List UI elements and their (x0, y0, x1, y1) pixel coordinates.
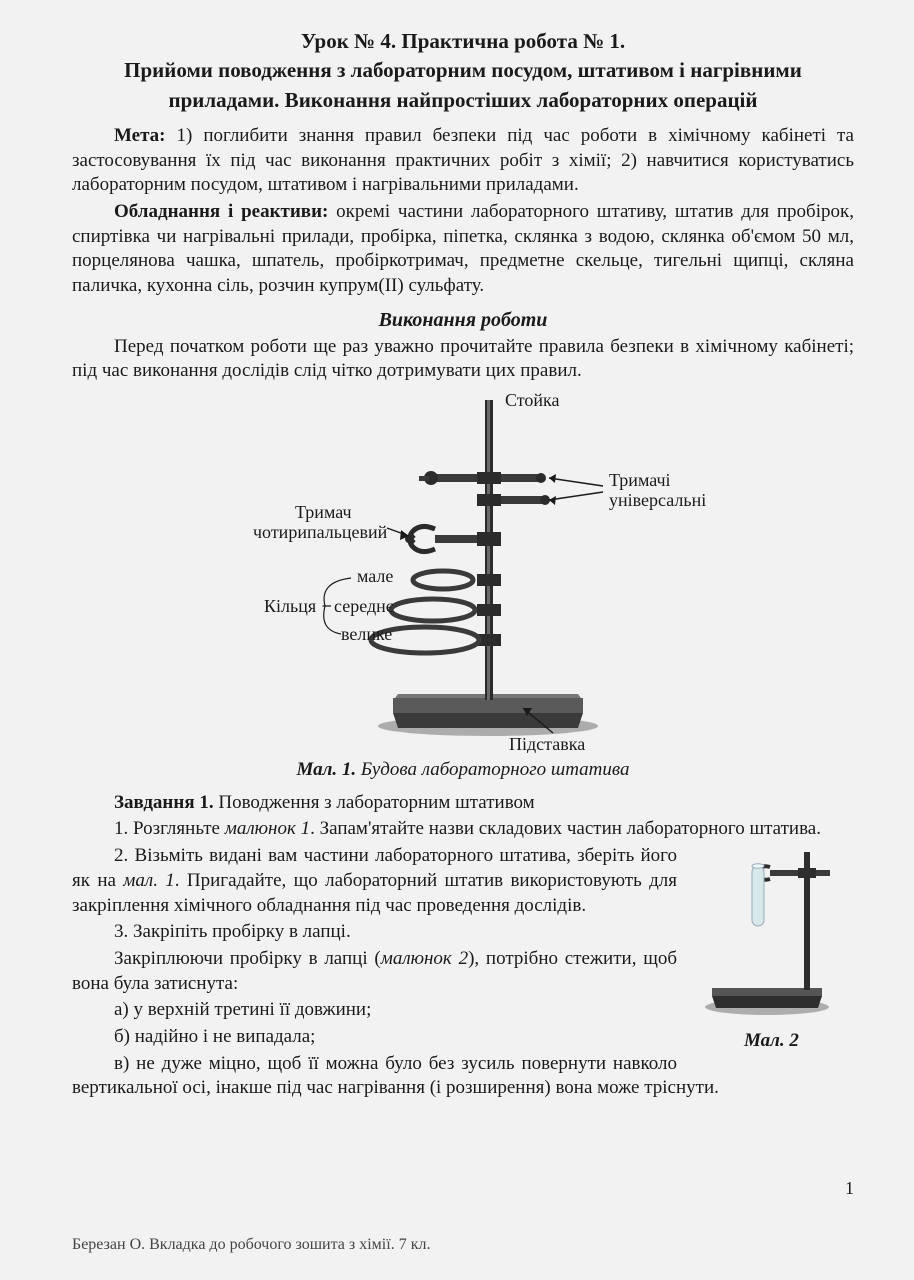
task-1-p1-i: малюнок 1 (225, 818, 310, 839)
figure-1-caption-bold: Мал. 1. (297, 759, 357, 780)
task-1-p1: 1. Розгляньте малюнок 1. Запам'ятайте на… (72, 817, 854, 842)
task-1-heading: Завдання 1. Поводження з лабораторним шт… (72, 791, 854, 816)
figure-1-caption-text: Будова лабораторного штатива (356, 759, 629, 780)
meta-text: 1) поглибити знання правил безпеки під ч… (72, 125, 854, 195)
lesson-title-line-2: приладами. Виконання найпростіших лабора… (72, 87, 854, 114)
intro-paragraph: Перед початком роботи ще раз уважно проч… (72, 335, 854, 384)
equipment-label: Обладнання і реактиви: (114, 201, 328, 222)
figure-2-diagram (692, 844, 852, 1019)
lesson-title-line-1: Прийоми поводження з лабораторним посудо… (72, 57, 854, 84)
lesson-number-title: Урок № 4. Практична робота № 1. (72, 28, 854, 55)
meta-label: Мета: (114, 125, 166, 146)
footer-citation: Березан О. Вкладка до робочого зошита з … (72, 1235, 430, 1256)
figure-1-caption: Мал. 1. Будова лабораторного штатива (72, 758, 854, 783)
task-1-block: Завдання 1. Поводження з лабораторним шт… (72, 791, 854, 1103)
task-1-p1-b: . Запам'ятайте назви складових частин ла… (310, 818, 821, 839)
label-seredne: середнє (334, 596, 394, 616)
figure-2-caption-bold: Мал. 2 (744, 1030, 799, 1051)
label-velyke: велике (341, 624, 392, 644)
task-1-pc: в) не дуже міцно, щоб її можна було без … (72, 1052, 854, 1101)
figure-1-diagram: Стойка Тримачі універсальні (183, 388, 743, 753)
page-number: 1 (845, 1177, 854, 1200)
task-1-p4-i: малюнок 2 (381, 948, 468, 969)
task-1-heading-bold: Завдання 1. (114, 792, 214, 813)
meta-paragraph: Мета: 1) поглибити знання правил безпеки… (72, 124, 854, 198)
equipment-paragraph: Обладнання і реактиви: окремі частини ла… (72, 200, 854, 299)
universal-clamp-1 (419, 471, 546, 485)
label-stoyka: Стойка (505, 390, 560, 410)
label-trymachi-2: універсальні (609, 490, 706, 510)
label-trymach-1: Тримач (295, 502, 352, 522)
label-trymachi-1: Тримачі (609, 470, 671, 490)
ring-medium (391, 599, 501, 621)
figure-2-container: Мал. 2 (689, 844, 854, 1053)
label-kiltsya: Кільця (264, 596, 316, 616)
universal-clamp-2 (477, 494, 550, 506)
task-1-heading-text: Поводження з лабораторним штативом (214, 792, 535, 813)
task-1-p4-a: Закріплюючи пробірку в лапці ( (114, 948, 381, 969)
task-1-p1-a: 1. Розгляньте (114, 818, 225, 839)
figure-1-container: Стойка Тримачі універсальні (72, 388, 854, 758)
label-male: мале (357, 566, 393, 586)
label-trymach-2: чотирипальцевий (253, 522, 388, 542)
label-pidstavka: Підставка (509, 734, 585, 753)
figure-2-caption: Мал. 2 (689, 1029, 854, 1054)
work-section-title: Виконання роботи (72, 307, 854, 333)
task-1-p2-i: мал. 1 (123, 870, 175, 891)
